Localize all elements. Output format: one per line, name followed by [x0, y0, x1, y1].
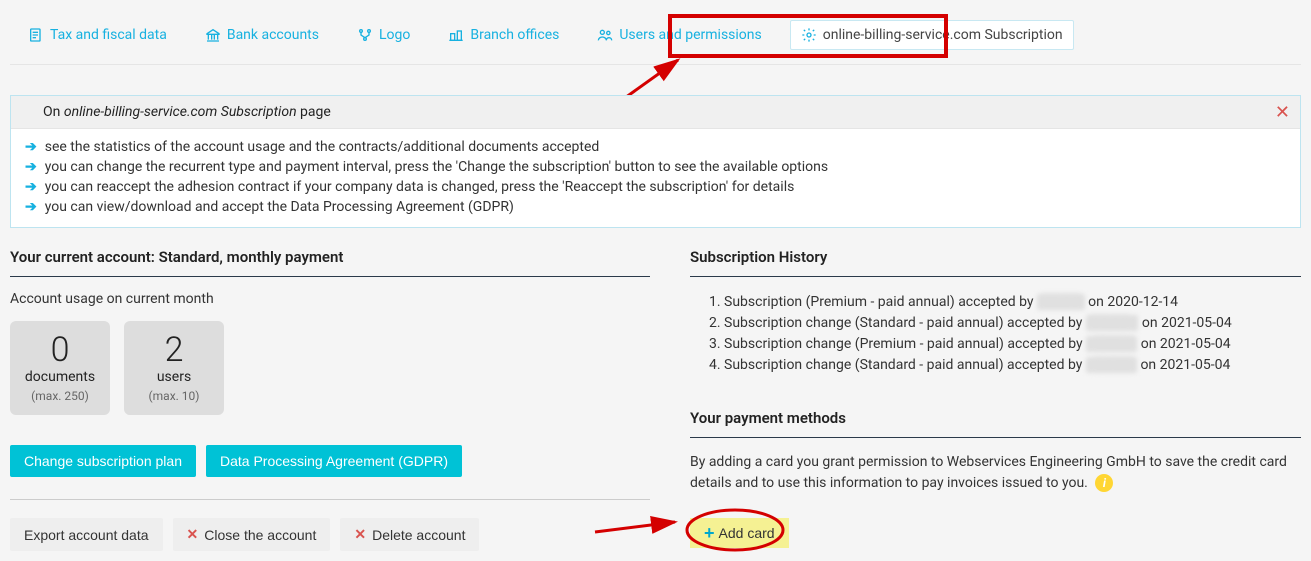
info-item: ➔ you can view/download and accept the Da…	[25, 197, 1286, 217]
gear-icon	[801, 27, 817, 43]
change-subscription-button[interactable]: Change subscription plan	[10, 445, 196, 477]
arrow-icon: ➔	[25, 179, 37, 195]
redacted: ████f	[1086, 315, 1139, 331]
info-heading: On online-billing-service.com Subscripti…	[25, 104, 331, 120]
info-item: ➔ you can change the recurrent type and p…	[25, 157, 1286, 177]
tab-label: Tax and fiscal data	[50, 27, 167, 43]
stat-max: (max. 250)	[31, 389, 89, 403]
logo-icon	[357, 27, 373, 43]
stat-label: users	[157, 369, 191, 385]
x-icon: ✕	[187, 526, 199, 543]
history-item: Subscription change (Standard - paid ann…	[724, 312, 1301, 333]
button-label: Change subscription plan	[24, 453, 182, 469]
bank-icon	[205, 27, 221, 43]
button-label: Delete account	[372, 527, 465, 543]
info-item: ➔ you can reaccept the adhesion contract …	[25, 177, 1286, 197]
button-label: Close the account	[204, 527, 316, 543]
stat-label: documents	[25, 369, 95, 385]
delete-account-button[interactable]: ✕ Delete account	[340, 518, 479, 551]
history-item: Subscription (Premium - paid annual) acc…	[724, 291, 1301, 312]
history-item: Subscription change (Premium - paid annu…	[724, 333, 1301, 354]
export-account-button[interactable]: Export account data	[10, 518, 163, 551]
info-item-text: you can change the recurrent type and pa…	[45, 159, 828, 175]
info-box: On online-billing-service.com Subscripti…	[10, 95, 1301, 228]
info-heading-suffix: page	[297, 104, 331, 120]
close-account-button[interactable]: ✕ Close the account	[173, 518, 331, 551]
close-icon[interactable]: ✕	[1275, 102, 1290, 123]
history-text: on 2021-05-04	[1138, 315, 1231, 331]
tab-tax[interactable]: Tax and fiscal data	[18, 21, 177, 49]
history-text: on 2020-12-14	[1085, 294, 1178, 310]
arrow-icon: ➔	[25, 199, 37, 215]
plus-icon: +	[704, 524, 715, 542]
tab-branch[interactable]: Branch offices	[438, 21, 569, 49]
button-label: Data Processing Agreement (GDPR)	[220, 453, 448, 469]
history-section-title: Subscription History	[690, 248, 1301, 277]
history-text: on 2021-05-04	[1137, 357, 1230, 373]
tab-subscription[interactable]: online-billing-service.com Subscription	[790, 20, 1074, 50]
payment-section-title: Your payment methods	[690, 409, 1301, 438]
info-list: ➔ see the statistics of the account usage…	[11, 129, 1300, 227]
tab-logo[interactable]: Logo	[347, 21, 420, 49]
redacted: l████	[1086, 357, 1137, 373]
history-text: on 2021-05-04	[1137, 336, 1230, 352]
document-icon	[28, 27, 44, 43]
gdpr-button[interactable]: Data Processing Agreement (GDPR)	[206, 445, 462, 477]
stat-max: (max. 10)	[149, 389, 200, 403]
usage-label: Account usage on current month	[10, 291, 650, 307]
info-item: ➔ see the statistics of the account usage…	[25, 137, 1286, 157]
settings-tabs: Tax and fiscal data Bank accounts Logo B…	[10, 10, 1301, 65]
history-text: Subscription change (Standard - paid ann…	[724, 357, 1086, 373]
stat-value: 2	[165, 333, 184, 367]
info-item-text: you can view/download and accept the Dat…	[45, 199, 514, 215]
history-item: Subscription change (Standard - paid ann…	[724, 354, 1301, 375]
history-list: Subscription (Premium - paid annual) acc…	[690, 291, 1301, 375]
stat-row: 0 documents (max. 250) 2 users (max. 10)	[10, 321, 650, 415]
tab-label: Logo	[379, 27, 410, 43]
tab-label: Users and permissions	[619, 27, 761, 43]
x-icon: ✕	[354, 526, 366, 543]
arrow-icon: ➔	[25, 139, 37, 155]
add-card-button[interactable]: + Add card	[690, 518, 789, 548]
users-icon	[597, 27, 613, 43]
tab-bank[interactable]: Bank accounts	[195, 21, 329, 49]
tab-label: online-billing-service.com Subscription	[823, 27, 1063, 43]
info-item-text: you can reaccept the adhesion contract i…	[45, 179, 795, 195]
redacted: ████	[1037, 294, 1085, 310]
history-text: Subscription change (Premium - paid annu…	[724, 336, 1086, 352]
payment-description: By adding a card you grant permission to…	[690, 452, 1301, 494]
info-title-bar: On online-billing-service.com Subscripti…	[11, 96, 1300, 129]
branch-icon	[448, 27, 464, 43]
info-item-text: see the statistics of the account usage …	[45, 139, 600, 155]
stat-card-documents: 0 documents (max. 250)	[10, 321, 110, 415]
info-icon[interactable]: i	[1095, 474, 1113, 492]
arrow-icon: ➔	[25, 159, 37, 175]
tab-label: Branch offices	[470, 27, 559, 43]
account-section-title: Your current account: Standard, monthly …	[10, 248, 650, 277]
info-heading-em: online-billing-service.com Subscription	[64, 104, 297, 120]
button-label: Add card	[719, 525, 775, 541]
info-heading-prefix: On	[43, 104, 64, 120]
stat-value: 0	[51, 333, 70, 367]
tab-users[interactable]: Users and permissions	[587, 21, 771, 49]
history-text: Subscription (Premium - paid annual) acc…	[724, 294, 1037, 310]
stat-card-users: 2 users (max. 10)	[124, 321, 224, 415]
history-text: Subscription change (Standard - paid ann…	[724, 315, 1086, 331]
payment-text-content: By adding a card you grant permission to…	[690, 454, 1287, 491]
redacted: l████	[1086, 336, 1137, 352]
tab-label: Bank accounts	[227, 27, 319, 43]
button-label: Export account data	[24, 527, 149, 543]
